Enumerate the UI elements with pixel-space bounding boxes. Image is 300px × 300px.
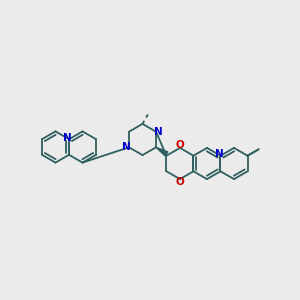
Text: N: N — [122, 142, 131, 152]
Text: O: O — [176, 140, 184, 151]
Text: N: N — [63, 133, 72, 143]
Polygon shape — [156, 147, 168, 156]
Text: O: O — [176, 176, 184, 187]
Text: N: N — [154, 127, 163, 137]
Text: N: N — [214, 149, 224, 159]
